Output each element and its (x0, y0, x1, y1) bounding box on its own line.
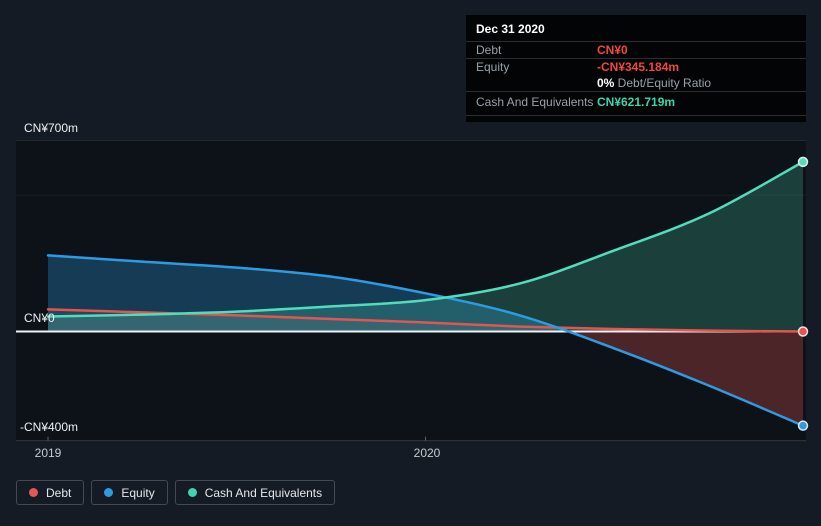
debt-endpoint-marker[interactable] (797, 326, 809, 337)
legend-equity-label: Equity (121, 485, 155, 500)
tooltip-row-cash: Cash And Equivalents CN¥621.719m (466, 91, 806, 115)
debt-series-dot-icon (29, 488, 38, 497)
tooltip-ratio-text: Debt/Equity Ratio (614, 76, 712, 90)
tooltip-date: Dec 31 2020 (476, 22, 545, 36)
tooltip-row-equity: Equity -CN¥345.184m (466, 58, 806, 75)
chart-legend: Debt Equity Cash And Equivalents (16, 480, 336, 505)
legend-item-cash[interactable]: Cash And Equivalents (174, 480, 336, 505)
legend-item-debt[interactable]: Debt (16, 480, 85, 505)
legend-item-equity[interactable]: Equity (91, 480, 168, 505)
tooltip-ratio-percent: 0% (597, 76, 615, 90)
legend-cash-label: Cash And Equivalents (204, 485, 323, 500)
legend-debt-label: Debt (46, 485, 72, 500)
cash-endpoint-marker[interactable] (797, 156, 809, 168)
tooltip-ratio: 0% Debt/Equity Ratio (597, 75, 711, 91)
debt-area-fill (48, 309, 803, 332)
tooltip-equity-label: Equity (476, 60, 510, 74)
x-axis-label-2019: 2019 (34, 446, 62, 460)
equity-line (46, 254, 805, 427)
equity-endpoint-marker[interactable] (797, 420, 809, 431)
tooltip-cash-value: CN¥621.719m (597, 95, 676, 109)
tooltip-row-ratio: 0% Debt/Equity Ratio (466, 75, 806, 91)
cash-series-dot-icon (187, 488, 197, 497)
equity-series-dot-icon (104, 488, 114, 497)
cash-line (46, 160, 805, 318)
tooltip-row-debt: Debt CN¥0 (466, 41, 806, 58)
y-axis-label-neg400m: -CN¥400m (20, 420, 79, 434)
chart-tooltip: Dec 31 2020 Debt CN¥0 Equity -CN¥345.184… (466, 15, 806, 122)
tooltip-cash-label: Cash And Equivalents (476, 95, 594, 109)
cash-area-fill (48, 161, 803, 332)
tooltip-equity-value: -CN¥345.184m (597, 60, 680, 74)
equity-negative-area-fill (48, 331, 803, 426)
x-axis-label-2020: 2020 (413, 446, 441, 460)
y-axis-label-700m: CN¥700m (24, 121, 79, 135)
tooltip-debt-label: Debt (476, 43, 502, 57)
tooltip-debt-value: CN¥0 (597, 43, 628, 57)
y-axis-label-zero: CN¥0 (24, 311, 55, 325)
